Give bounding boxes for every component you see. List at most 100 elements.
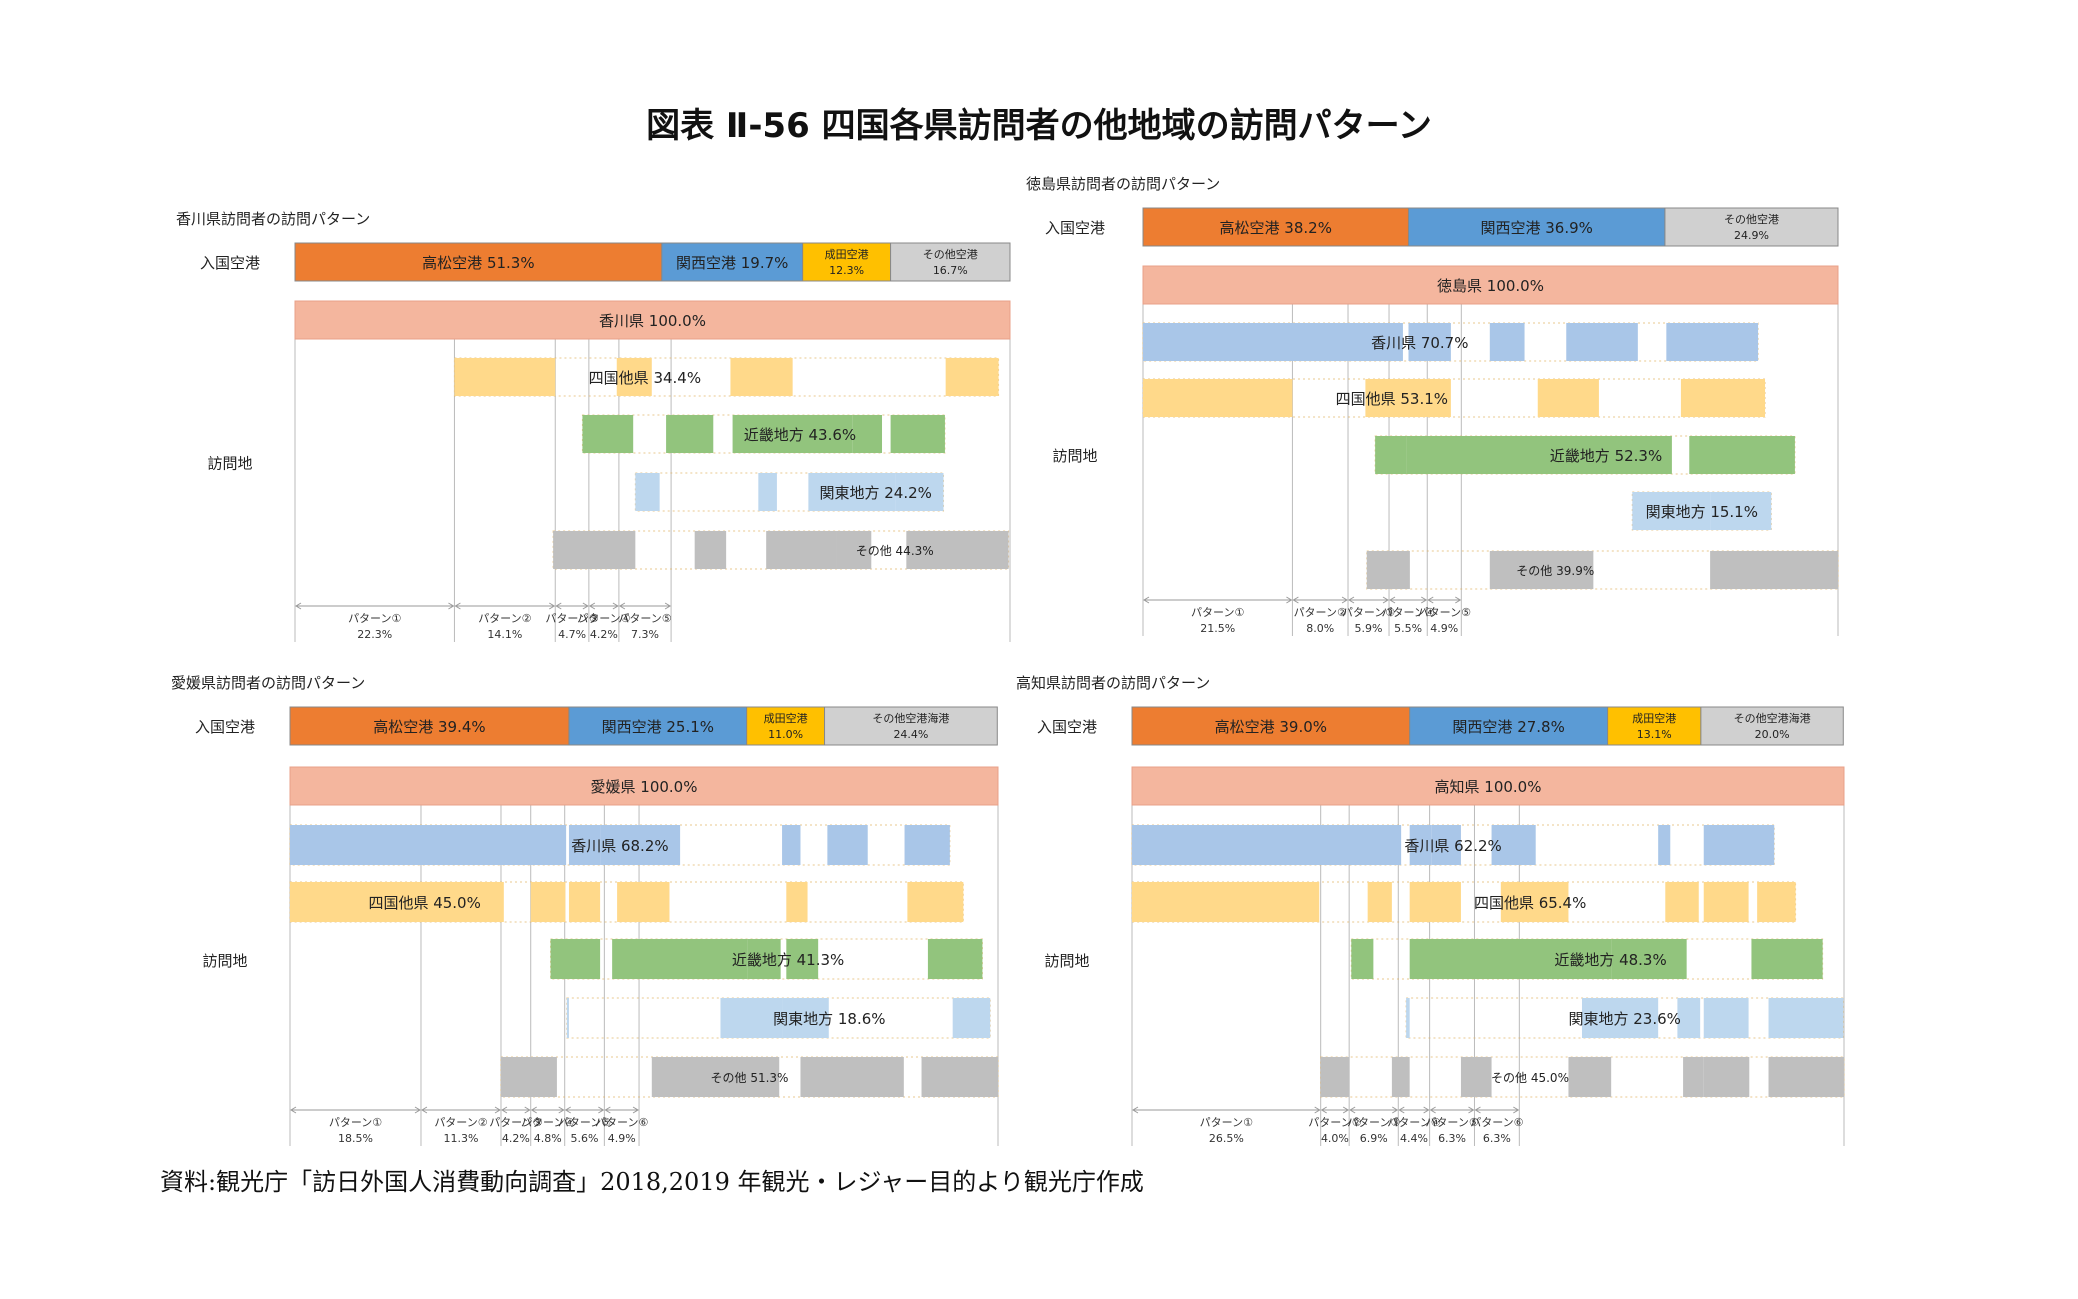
pattern-label: パターン③ bbox=[1342, 606, 1395, 619]
visit-segment bbox=[1500, 882, 1569, 922]
visit-segment bbox=[500, 1057, 557, 1097]
visit-segment bbox=[1409, 939, 1612, 979]
visit-segment bbox=[651, 1057, 780, 1097]
prefecture-label: 愛媛県 100.0% bbox=[591, 778, 698, 796]
prefecture-label: 徳島県 100.0% bbox=[1437, 277, 1544, 295]
airport-bar bbox=[289, 706, 570, 746]
pattern-value: 6.3% bbox=[1438, 1132, 1466, 1145]
visit-segment bbox=[568, 825, 601, 865]
visit-segment bbox=[1132, 882, 1320, 922]
pattern-value: 8.0% bbox=[1306, 622, 1334, 635]
pattern-value: 18.5% bbox=[338, 1132, 373, 1145]
visit-segment bbox=[1408, 379, 1451, 417]
airport-label: 成田空港 bbox=[764, 711, 808, 725]
visit-segment bbox=[1351, 939, 1374, 979]
visit-segment bbox=[550, 939, 601, 979]
pattern-arrow bbox=[549, 602, 556, 610]
pattern-arrow bbox=[588, 602, 596, 610]
airport-label: その他空港 bbox=[1724, 212, 1779, 226]
panel-title: 香川県訪問者の訪問パターン bbox=[176, 210, 370, 228]
visit-segment bbox=[617, 882, 670, 922]
visit-segment bbox=[1409, 882, 1461, 922]
pattern-arrow bbox=[1427, 596, 1434, 604]
visit-segment bbox=[927, 939, 983, 979]
visit-segment bbox=[906, 531, 1009, 569]
prefecture-bar bbox=[1142, 265, 1839, 305]
pattern-label: パターン⑤ bbox=[1418, 606, 1471, 619]
pattern-value: 4.2% bbox=[590, 628, 618, 641]
visit-segment bbox=[1366, 551, 1410, 589]
visit-segment bbox=[921, 1057, 998, 1097]
visit-segment bbox=[1703, 998, 1749, 1038]
airport-bar bbox=[1607, 706, 1702, 746]
visit-segment bbox=[827, 825, 868, 865]
visit-segment bbox=[904, 825, 950, 865]
visit-segment bbox=[852, 415, 883, 453]
visit-segment bbox=[568, 882, 601, 922]
visit-segment bbox=[530, 882, 566, 922]
visit-segment bbox=[1689, 436, 1795, 474]
pattern-value: 6.3% bbox=[1483, 1132, 1511, 1145]
visit-segment bbox=[1431, 825, 1461, 865]
prefecture-label: 高知県 100.0% bbox=[1435, 778, 1542, 796]
pattern-label: パターン② bbox=[1294, 606, 1347, 619]
pattern-arrow bbox=[454, 602, 461, 610]
visit-segment bbox=[1683, 1057, 1704, 1097]
pattern-arrow bbox=[1468, 1106, 1475, 1114]
visit-label: 近畿地方 48.3% bbox=[1554, 951, 1666, 969]
pattern-label: パターン④ bbox=[521, 1116, 574, 1129]
visit-segment bbox=[1406, 436, 1672, 474]
pattern-label: パターン② bbox=[434, 1116, 487, 1129]
visit-row-label: 訪問地 bbox=[1052, 447, 1097, 465]
page-title: 図表 Ⅱ-56 四国各県訪問者の他地域の訪問パターン bbox=[646, 106, 1432, 146]
visit-segment bbox=[732, 415, 853, 453]
visit-label: 近畿地方 41.3% bbox=[732, 951, 844, 969]
visit-segment bbox=[1568, 1057, 1612, 1097]
airport-label: 成田空港 bbox=[825, 247, 869, 261]
airport-bar bbox=[294, 242, 663, 282]
visit-row-label: 訪問地 bbox=[202, 952, 247, 970]
airport-value: 16.7% bbox=[933, 264, 968, 277]
pattern-label: パターン① bbox=[1191, 606, 1244, 619]
airport-label: その他空港海港 bbox=[1734, 711, 1811, 725]
visit-label: 香川県 62.2% bbox=[1404, 837, 1501, 855]
pattern-value: 5.6% bbox=[571, 1132, 599, 1145]
pattern-value: 4.4% bbox=[1400, 1132, 1428, 1145]
pattern-arrow bbox=[664, 602, 672, 610]
visit-segment bbox=[1710, 492, 1772, 530]
pattern-arrow bbox=[1342, 1106, 1350, 1114]
visit-segment bbox=[1680, 379, 1766, 417]
visit-segment bbox=[1710, 551, 1838, 589]
airport-bar bbox=[802, 242, 892, 282]
visit-segment bbox=[1375, 436, 1407, 474]
pattern-value: 4.9% bbox=[1430, 622, 1458, 635]
pattern-arrow bbox=[1341, 596, 1348, 604]
pattern-label: パターン② bbox=[478, 612, 531, 625]
visit-segment bbox=[1666, 323, 1759, 361]
visit-segment bbox=[1658, 825, 1671, 865]
airport-bar bbox=[1131, 706, 1411, 746]
visit-segment bbox=[1143, 323, 1403, 361]
visit-segment bbox=[1703, 882, 1749, 922]
visit-segment bbox=[666, 415, 714, 453]
pattern-arrow bbox=[1423, 1106, 1430, 1114]
visit-row-outline bbox=[1131, 881, 1797, 923]
airport-value: 24.4% bbox=[893, 728, 928, 741]
airport-value: 11.0% bbox=[768, 728, 803, 741]
pattern-arrow bbox=[612, 602, 619, 610]
visit-label: 四国他県 65.4% bbox=[1474, 894, 1586, 912]
pattern-value: 14.1% bbox=[487, 628, 522, 641]
prefecture-bar bbox=[289, 766, 999, 806]
visit-segment bbox=[566, 998, 569, 1038]
visit-segment bbox=[782, 825, 801, 865]
pattern-value: 26.5% bbox=[1209, 1132, 1244, 1145]
panel-title: 高知県訪問者の訪問パターン bbox=[1016, 674, 1210, 692]
visit-segment bbox=[635, 473, 660, 511]
airport-value: 12.3% bbox=[829, 264, 864, 277]
pattern-arrow bbox=[558, 1106, 565, 1114]
visit-label: 香川県 68.2% bbox=[571, 837, 668, 855]
visit-segment bbox=[1143, 379, 1293, 417]
airport-label: その他空港海港 bbox=[872, 711, 949, 725]
airport-bar bbox=[1407, 207, 1666, 247]
